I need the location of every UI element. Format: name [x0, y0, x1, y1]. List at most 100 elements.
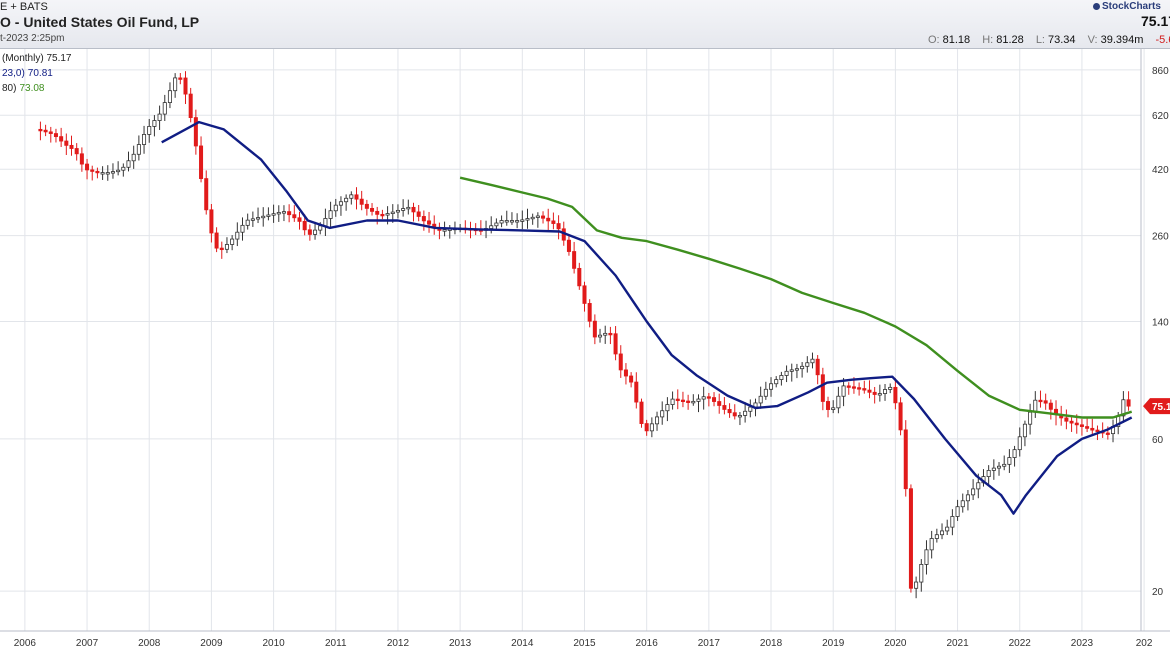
candle-body	[147, 126, 152, 135]
candle-body	[43, 129, 48, 133]
candle-body	[442, 229, 447, 232]
candle-body	[318, 225, 323, 231]
brand-logo[interactable]: StockCharts	[1093, 1, 1161, 12]
candle-body	[680, 399, 685, 402]
candle-body	[530, 216, 535, 220]
candle-body	[587, 303, 592, 322]
x-tick-label: 2020	[884, 638, 907, 649]
candle-body	[769, 383, 774, 390]
candle-body	[634, 381, 639, 403]
candle-body	[307, 229, 312, 235]
ma-80-line	[459, 176, 1133, 419]
volume-label: V:	[1087, 34, 1098, 46]
candle-body	[541, 215, 546, 219]
candle-body	[1007, 457, 1012, 465]
candle-body	[582, 285, 587, 304]
candle-body	[281, 211, 286, 214]
candle-body	[328, 210, 333, 219]
x-tick-label: 2009	[200, 638, 223, 649]
candle-body	[660, 410, 665, 418]
candle-body	[193, 117, 198, 147]
candle-body	[655, 416, 660, 425]
legend-ma1-label: 23,0)	[2, 68, 25, 79]
candle-body	[810, 358, 815, 364]
x-axis-ticks: 2006 2007 2008 2009 2010 2011 2012 2013 2014 2015…	[14, 638, 1153, 649]
y-tick-label: 860	[1152, 66, 1169, 77]
candle-body	[401, 208, 406, 211]
candle-body	[364, 203, 369, 209]
change-value: -5.69 (-7.	[1155, 34, 1170, 46]
candle-body	[188, 93, 193, 118]
candle-body	[971, 488, 976, 496]
candle-body	[675, 398, 680, 402]
candle-body	[323, 218, 328, 227]
candle-body	[815, 358, 820, 376]
candle-body	[136, 144, 141, 155]
candle-body	[1048, 402, 1053, 410]
price-chart[interactable]: 860 620 420 260 140 60 20 2006 2007 2008 2009 2010…	[0, 49, 1170, 663]
candle-body	[789, 369, 794, 372]
candle-body	[302, 220, 307, 231]
candle-body	[986, 470, 991, 477]
candle-body	[737, 415, 742, 418]
candle-body	[701, 396, 706, 400]
x-tick-label: 2021	[946, 638, 969, 649]
candle-body	[297, 217, 302, 222]
candle-body	[1064, 417, 1069, 422]
candle-body	[877, 393, 882, 396]
candle-body	[354, 194, 359, 200]
candle-body	[556, 223, 561, 230]
candle-body	[110, 171, 115, 174]
candle-body	[592, 320, 597, 338]
open-label: O:	[928, 34, 940, 46]
x-tick-label: 202	[1136, 638, 1153, 649]
candle-body	[851, 386, 856, 389]
legend-ma1-value: 70.81	[28, 68, 53, 79]
candle-body	[888, 386, 893, 390]
candle-body	[245, 219, 250, 226]
candle-body	[271, 213, 276, 216]
candle-body	[85, 163, 90, 171]
candle-body	[649, 423, 654, 432]
chart-legend: (Monthly) 75.17 23,0) 70.81 80) 73.08	[2, 53, 72, 94]
candle-body	[566, 239, 571, 252]
candle-body	[204, 178, 209, 211]
candle-body	[152, 120, 157, 127]
candle-body	[69, 144, 74, 149]
candle-body	[618, 353, 623, 371]
candle-body	[665, 404, 670, 412]
candle-body	[940, 530, 945, 536]
low-value: 73.34	[1048, 34, 1076, 46]
x-tick-label: 2017	[698, 638, 721, 649]
x-tick-label: 2023	[1071, 638, 1094, 649]
candle-body	[411, 206, 416, 213]
candle-body	[499, 220, 504, 224]
exchange-label: E + BATS	[0, 1, 48, 13]
candle-body	[872, 391, 877, 395]
candle-body	[727, 409, 732, 414]
candle-body	[800, 365, 805, 370]
candle-body	[535, 215, 540, 218]
candle-body	[64, 140, 69, 146]
x-tick-label: 2012	[387, 638, 410, 649]
candle-body	[509, 220, 514, 223]
symbol-title: O - United States Oil Fund, LP	[0, 14, 200, 30]
candle-body	[390, 211, 395, 214]
price-tag: 75.1	[1143, 398, 1170, 415]
candle-body	[841, 385, 846, 397]
x-tick-label: 2010	[262, 638, 285, 649]
candle-body	[965, 494, 970, 502]
legend-ma2-label: 80)	[2, 83, 16, 94]
candle-body	[157, 113, 162, 121]
candle-body	[173, 77, 178, 92]
y-axis-ticks: 860 620 420 260 140 60 20	[1152, 66, 1169, 598]
candle-body	[344, 197, 349, 203]
candle-body	[826, 401, 831, 410]
candle-body	[743, 410, 748, 416]
candle-body	[908, 488, 913, 589]
candle-body	[250, 218, 255, 221]
candle-body	[629, 375, 634, 383]
candle-body	[603, 332, 608, 336]
candle-body	[230, 238, 235, 245]
y-tick-label: 140	[1152, 317, 1169, 328]
